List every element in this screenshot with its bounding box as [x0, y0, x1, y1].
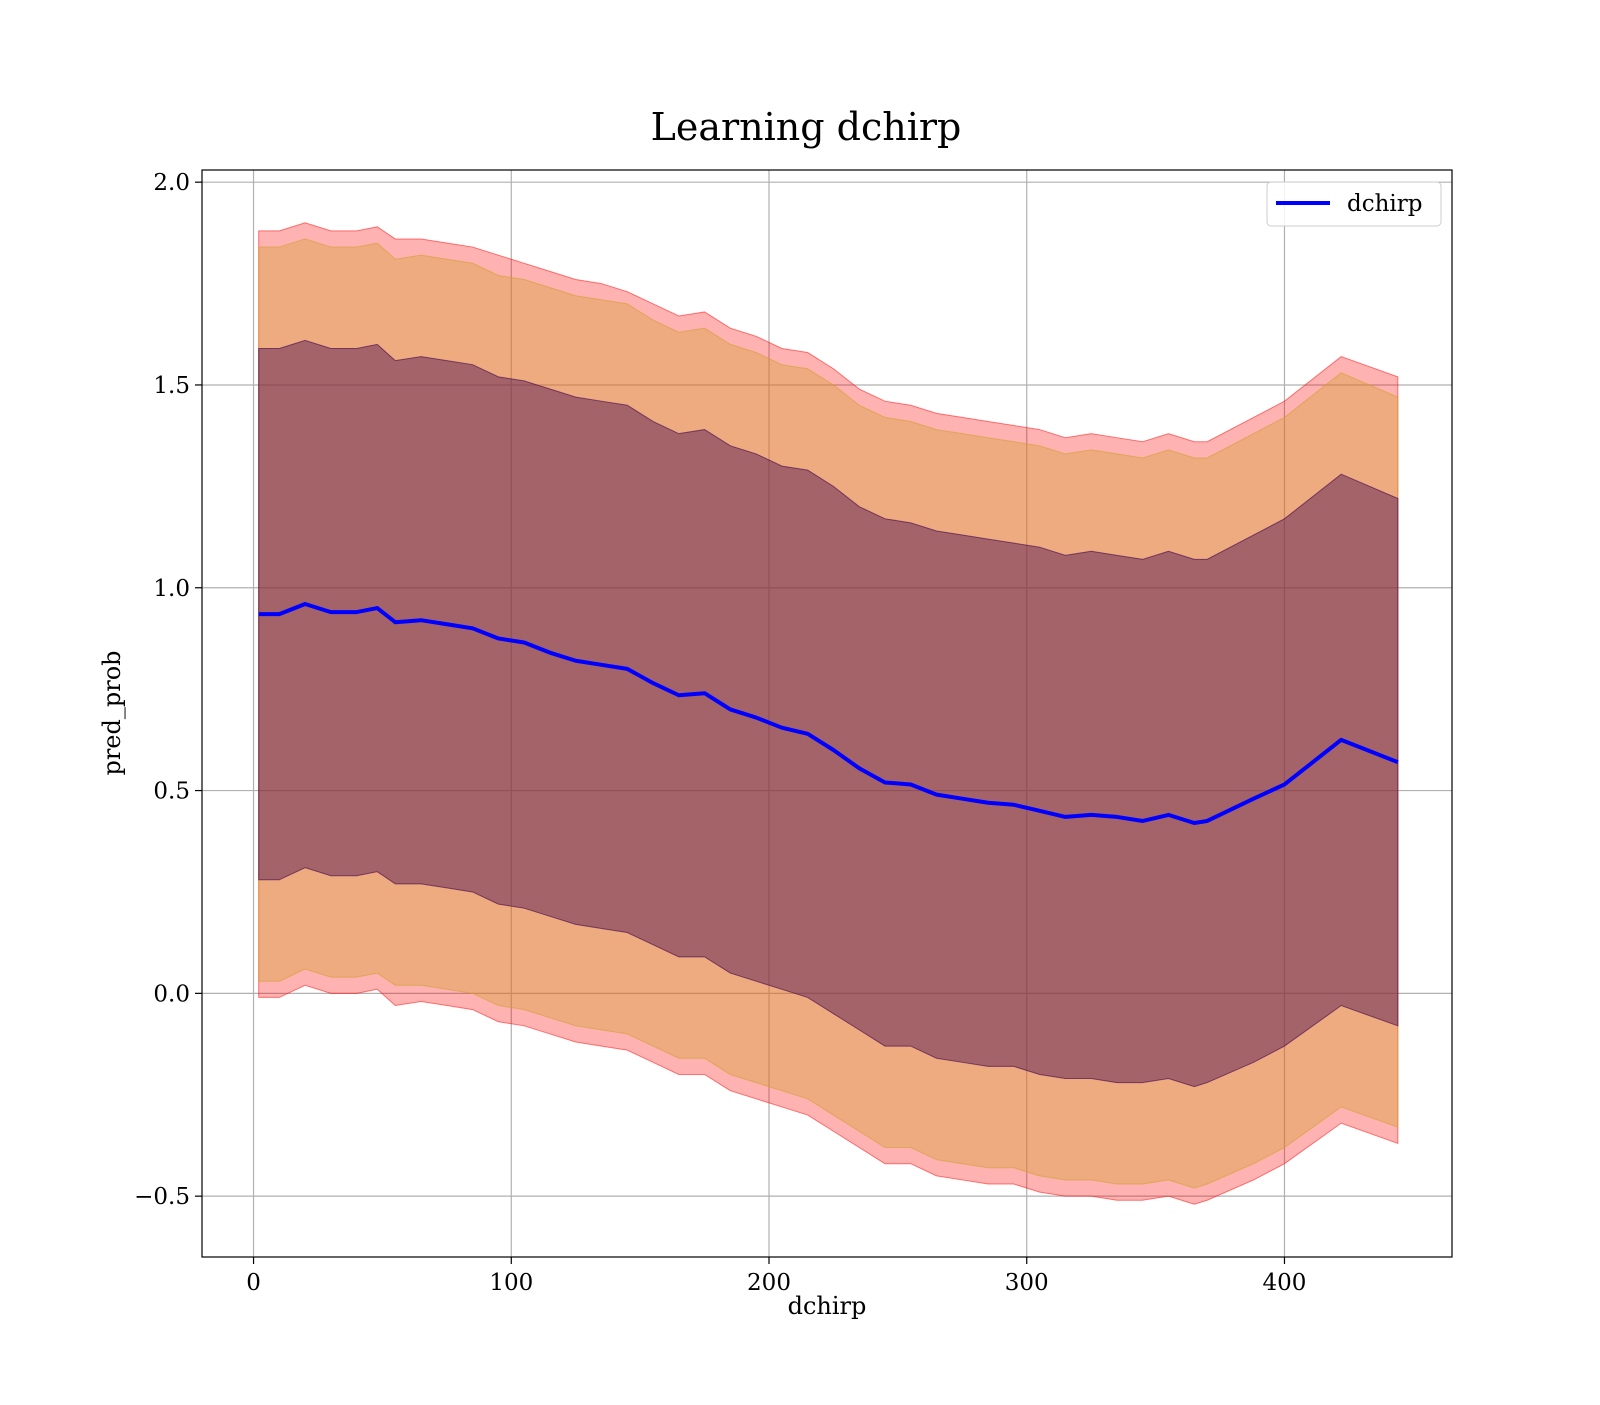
tick-layer: 0 100 200 300 400 −0.5 0.0 0.5 1.0 1.5 2.0 — [134, 170, 1306, 1296]
x-tick-label-2: 200 — [747, 1270, 791, 1296]
legend-label: dchirp — [1347, 191, 1423, 217]
chart-title: Learning dchirp — [651, 105, 962, 149]
y-tick-label-4: 1.5 — [153, 373, 190, 399]
legend-box — [1266, 181, 1442, 227]
x-tick-label-1: 100 — [489, 1270, 533, 1296]
grid — [202, 170, 1452, 1257]
band-layer — [258, 222, 1399, 1205]
x-tick-label-4: 400 — [1263, 1270, 1307, 1296]
band-1 — [258, 238, 1399, 1189]
y-tick-label-5: 2.0 — [153, 170, 190, 196]
legend: dchirp — [1266, 181, 1442, 227]
x-tick-label-0: 0 — [246, 1270, 261, 1296]
x-tick-label-3: 300 — [1005, 1270, 1049, 1296]
band-0 — [258, 222, 1399, 1205]
plot-frame — [201, 169, 1453, 1258]
y-tick-label-1: 0.0 — [153, 981, 190, 1007]
line-layer — [258, 601, 1399, 826]
y-tick-label-0: −0.5 — [134, 1184, 190, 1210]
y-tick-label-3: 1.0 — [153, 576, 190, 602]
y-tick-label-2: 0.5 — [153, 779, 190, 805]
y-axis-label: pred_prob — [98, 650, 126, 775]
series-line-dchirp — [258, 601, 1399, 826]
x-axis-label: dchirp — [788, 1292, 867, 1320]
band-2 — [258, 339, 1399, 1088]
